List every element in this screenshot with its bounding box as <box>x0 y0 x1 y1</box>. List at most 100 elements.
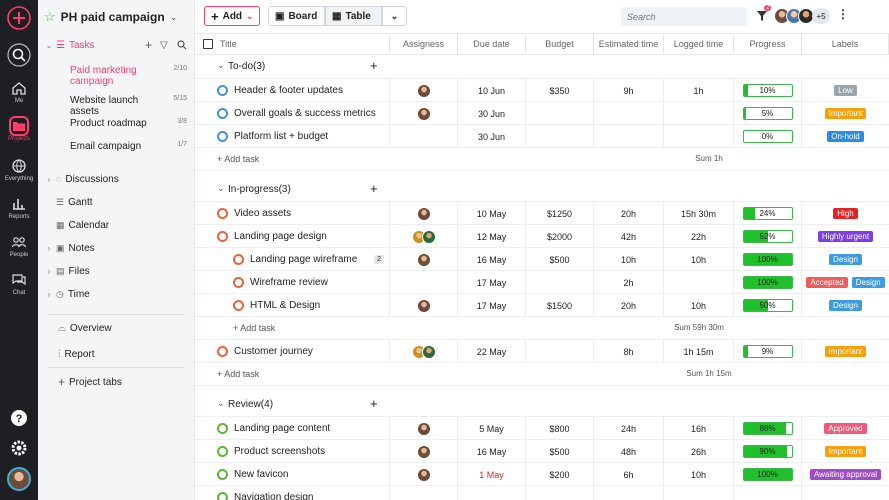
budget-cell[interactable] <box>526 125 594 148</box>
logged-time-cell[interactable]: 16h <box>664 417 734 440</box>
progress-bar[interactable]: 9% <box>742 345 793 358</box>
table-row[interactable]: Product screenshots 16 May $500 48h 26h … <box>195 440 889 463</box>
task-title-cell[interactable]: Wireframe review <box>195 271 390 294</box>
table-row[interactable]: Landing page wireframe 2 16 May $500 10h… <box>195 248 889 271</box>
budget-cell[interactable]: $1250 <box>526 202 594 225</box>
task-title-cell[interactable]: Overall goals & success metrics <box>195 102 390 125</box>
progress-bar[interactable]: 10% <box>742 84 793 97</box>
add-task-link[interactable]: + Add task <box>217 369 260 379</box>
estimated-time-cell[interactable]: 9h <box>594 79 664 102</box>
status-icon[interactable] <box>217 469 228 480</box>
column-header-due-date[interactable]: Due date <box>458 33 526 55</box>
rail-item-chat[interactable]: Chat <box>0 272 38 296</box>
user-avatar[interactable] <box>0 467 38 493</box>
status-icon[interactable] <box>217 446 228 457</box>
due-date-cell[interactable]: 17 May <box>458 271 526 294</box>
task-list-item[interactable]: Paid marketing campaign 2/10 <box>38 62 195 96</box>
status-icon[interactable] <box>233 254 244 265</box>
chevron-down-icon[interactable]: ⌄ <box>45 40 53 50</box>
label-tag[interactable]: Low <box>834 85 857 96</box>
assignee-cell[interactable] <box>390 225 458 248</box>
chevron-right-icon[interactable]: › <box>47 243 51 253</box>
group-header[interactable]: ⌄ Review(4) + <box>195 393 889 417</box>
progress-cell[interactable]: 100% <box>734 248 802 271</box>
due-date-cell[interactable] <box>458 486 526 500</box>
search-rail-button[interactable] <box>0 43 38 69</box>
labels-cell[interactable] <box>802 486 889 500</box>
progress-cell[interactable]: 24% <box>734 202 802 225</box>
table-row[interactable]: Wireframe review 17 May 2h 100% Accepted… <box>195 271 889 294</box>
progress-bar[interactable]: 90% <box>742 445 793 458</box>
group-header[interactable]: ⌄ In-progress(3) + <box>195 178 889 202</box>
logged-time-cell[interactable]: 10h <box>664 463 734 486</box>
add-task-link[interactable]: + Add task <box>233 323 276 333</box>
progress-cell[interactable]: 90% <box>734 440 802 463</box>
tasks-section[interactable]: ⌄ ☰ Tasks + ▽ <box>38 35 195 55</box>
chevron-down-icon[interactable]: ⌄ <box>217 398 225 408</box>
project-header[interactable]: ☆ PH paid campaign ⌄ <box>44 9 177 25</box>
label-tag[interactable]: Awaiting approval <box>809 469 881 480</box>
budget-cell[interactable]: $350 <box>526 79 594 102</box>
table-row[interactable]: Customer journey 22 May 8h 1h 15m 9% Imp… <box>195 340 889 363</box>
due-date-cell[interactable]: 17 May <box>458 294 526 317</box>
status-icon[interactable] <box>233 300 244 311</box>
column-header-title[interactable]: Title <box>195 33 390 55</box>
estimated-time-cell[interactable]: 2h <box>594 271 664 294</box>
labels-cell[interactable]: Approved <box>802 417 889 440</box>
table-row[interactable]: Header & footer updates 10 Jun $350 9h 1… <box>195 79 889 102</box>
status-icon[interactable] <box>233 277 244 288</box>
budget-cell[interactable] <box>526 340 594 363</box>
task-list-item[interactable]: Email campaign 1/7 <box>38 138 195 158</box>
progress-cell[interactable]: 0% <box>734 125 802 148</box>
due-date-cell[interactable]: 1 May <box>458 463 526 486</box>
due-date-cell[interactable]: 16 May <box>458 248 526 271</box>
settings-button[interactable] <box>0 439 38 459</box>
labels-cell[interactable]: Design <box>802 248 889 271</box>
status-icon[interactable] <box>217 231 228 242</box>
overview-link[interactable]: ⌓ Overview <box>38 318 195 338</box>
sidebar-section-files[interactable]: › ▤ Files <box>38 261 195 281</box>
labels-cell[interactable]: On-hold <box>802 125 889 148</box>
assignee-cell[interactable] <box>390 79 458 102</box>
chevron-right-icon[interactable]: › <box>47 266 51 276</box>
label-tag[interactable]: High <box>833 208 858 219</box>
estimated-time-cell[interactable]: 10h <box>594 248 664 271</box>
report-link[interactable]: ⫶ Report <box>38 344 195 364</box>
create-button[interactable] <box>0 6 38 32</box>
progress-cell[interactable]: 9% <box>734 340 802 363</box>
progress-cell[interactable]: 100% <box>734 271 802 294</box>
label-tag[interactable]: Highly urgent <box>817 231 874 242</box>
chevron-right-icon[interactable]: › <box>47 174 51 184</box>
label-tag[interactable]: Design <box>851 277 885 288</box>
status-icon[interactable] <box>217 346 228 357</box>
due-date-cell[interactable]: 30 Jun <box>458 125 526 148</box>
column-header-budget[interactable]: Budget <box>526 33 594 55</box>
filter-icon[interactable]: ▽ <box>160 39 168 51</box>
estimated-time-cell[interactable] <box>594 486 664 500</box>
estimated-time-cell[interactable] <box>594 125 664 148</box>
table-row[interactable]: Overall goals & success metrics 30 Jun 5… <box>195 102 889 125</box>
table-row[interactable]: Landing page content 5 May $800 24h 16h … <box>195 417 889 440</box>
people-avatars[interactable]: +5 <box>774 8 830 24</box>
budget-cell[interactable] <box>526 102 594 125</box>
status-icon[interactable] <box>217 423 228 434</box>
table-row[interactable]: New favicon 1 May $200 6h 10h 100% Await… <box>195 463 889 486</box>
progress-bar[interactable]: 100% <box>742 253 793 266</box>
progress-cell[interactable]: 10% <box>734 79 802 102</box>
table-row[interactable]: Platform list + budget 30 Jun 0% On-hold <box>195 125 889 148</box>
table-row[interactable]: Landing page design 12 May $2000 42h 22h… <box>195 225 889 248</box>
chevron-down-icon[interactable]: ⌄ <box>169 11 178 22</box>
rail-item-people[interactable]: People <box>0 234 38 258</box>
label-tag[interactable]: Important <box>824 446 867 457</box>
view-dropdown-button[interactable]: ⌄ <box>382 6 407 26</box>
add-list-icon[interactable]: + <box>145 38 153 52</box>
logged-time-cell[interactable] <box>664 125 734 148</box>
assignee-cell[interactable] <box>390 248 458 271</box>
estimated-time-cell[interactable] <box>594 102 664 125</box>
estimated-time-cell[interactable]: 42h <box>594 225 664 248</box>
estimated-time-cell[interactable]: 48h <box>594 440 664 463</box>
column-header-progress[interactable]: Progress <box>734 33 802 55</box>
labels-cell[interactable]: Important <box>802 340 889 363</box>
assignee-cell[interactable] <box>390 417 458 440</box>
estimated-time-cell[interactable]: 24h <box>594 417 664 440</box>
